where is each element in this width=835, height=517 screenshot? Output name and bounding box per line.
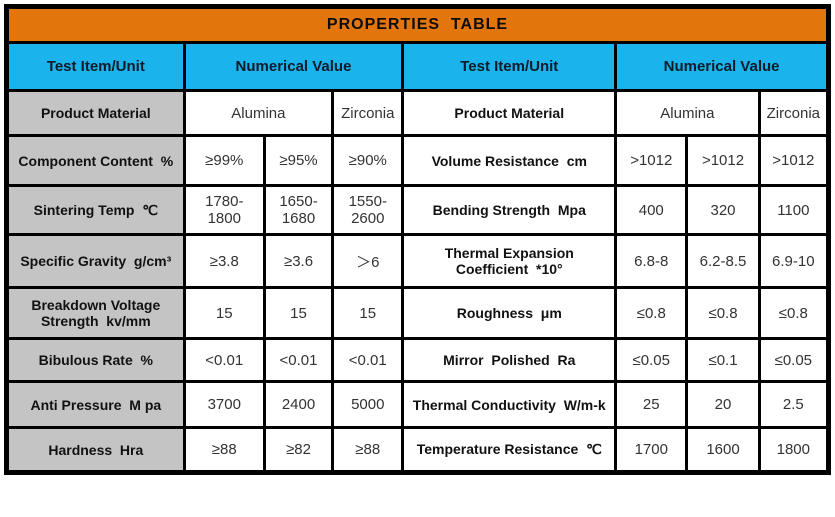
value-cell: <0.01 xyxy=(331,337,405,383)
table-row: Specific Gravity g/cm³ ≥3.8 ≥3.6 ＞6 Ther… xyxy=(5,233,831,289)
value-cell: ≥82 xyxy=(262,426,335,474)
row-label-cell: Temperature Resistance ℃ xyxy=(401,426,618,474)
value-cell: 3700 xyxy=(182,380,266,429)
header-numerical-value-right: Numerical Value xyxy=(614,41,830,92)
value-cell: Zirconia xyxy=(757,89,831,137)
value-cell: 1650-1680 xyxy=(262,184,335,236)
value-cell: <0.01 xyxy=(262,337,335,383)
value-cell: ≥99% xyxy=(182,134,266,187)
table-row: Sintering Temp ℃ 1780-1800 1650-1680 155… xyxy=(5,184,831,236)
row-label-cell: Roughness μm xyxy=(401,286,618,340)
row-label-cell: Thermal Conductivity W/m-k xyxy=(401,380,618,429)
value-cell: 1600 xyxy=(685,426,761,474)
value-cell: 2.5 xyxy=(757,380,831,429)
value-cell: 1780-1800 xyxy=(182,184,266,236)
row-label-cell: Thermal Expansion Coefficient *10° xyxy=(401,233,618,289)
row-label-cell: Volume Resistance cm xyxy=(401,134,618,187)
value-cell: 320 xyxy=(685,184,761,236)
row-label-cell: Product Material xyxy=(401,89,618,137)
value-cell: >1012 xyxy=(685,134,761,187)
value-cell: 1550-2600 xyxy=(331,184,405,236)
value-cell: 6.9-10 xyxy=(757,233,831,289)
table-row: Bibulous Rate % <0.01 <0.01 <0.01 Mirror… xyxy=(5,337,831,383)
row-label-cell: Specific Gravity g/cm³ xyxy=(5,233,186,289)
row-label-cell: Bending Strength Mpa xyxy=(401,184,618,236)
row-label-cell: Product Material xyxy=(5,89,186,137)
value-cell: ≤0.05 xyxy=(757,337,831,383)
value-cell: ≥3.6 xyxy=(262,233,335,289)
row-label-cell: Bibulous Rate % xyxy=(5,337,186,383)
value-cell: 20 xyxy=(685,380,761,429)
value-cell: Alumina xyxy=(614,89,761,137)
value-cell: 2400 xyxy=(262,380,335,429)
title-row: PROPERTIES TABLE xyxy=(5,5,830,44)
header-row: Test Item/Unit Numerical Value Test Item… xyxy=(5,41,830,92)
value-cell: 1100 xyxy=(757,184,831,236)
value-cell: 15 xyxy=(262,286,335,340)
header-test-item-right: Test Item/Unit xyxy=(401,41,618,92)
value-cell: 25 xyxy=(614,380,689,429)
row-label-cell: Sintering Temp ℃ xyxy=(5,184,186,236)
value-cell: ＞6 xyxy=(331,233,405,289)
properties-table: PROPERTIES TABLE Test Item/Unit Numerica… xyxy=(4,4,831,475)
value-cell: 400 xyxy=(614,184,689,236)
value-cell: Alumina xyxy=(182,89,335,137)
value-cell: ≥90% xyxy=(331,134,405,187)
value-cell: 6.2-8.5 xyxy=(685,233,761,289)
value-cell: ≤0.8 xyxy=(757,286,831,340)
value-cell: >1012 xyxy=(614,134,689,187)
row-label-cell: Component Content % xyxy=(5,134,186,187)
value-cell: >1012 xyxy=(757,134,831,187)
row-label-cell: Hardness Hra xyxy=(5,426,186,474)
value-cell: 15 xyxy=(331,286,405,340)
table-title: PROPERTIES TABLE xyxy=(5,5,830,44)
value-cell: ≤0.1 xyxy=(685,337,761,383)
value-cell: 5000 xyxy=(331,380,405,429)
table-row: Anti Pressure M pa 3700 2400 5000 Therma… xyxy=(5,380,831,429)
value-cell: ≤0.05 xyxy=(614,337,689,383)
value-cell: ≥88 xyxy=(331,426,405,474)
value-cell: <0.01 xyxy=(182,337,266,383)
row-label-cell: Anti Pressure M pa xyxy=(5,380,186,429)
header-numerical-value-left: Numerical Value xyxy=(182,41,405,92)
value-cell: 1700 xyxy=(614,426,689,474)
value-cell: ≥88 xyxy=(182,426,266,474)
value-cell: 1800 xyxy=(757,426,831,474)
value-cell: Zirconia xyxy=(331,89,405,137)
table-row: Breakdown Voltage Strength kv/mm 15 15 1… xyxy=(5,286,831,340)
value-cell: ≥3.8 xyxy=(182,233,266,289)
table-row: Hardness Hra ≥88 ≥82 ≥88 Temperature Res… xyxy=(5,426,831,474)
table-row: Product Material Alumina Zirconia Produc… xyxy=(5,89,831,137)
value-cell: ≤0.8 xyxy=(614,286,689,340)
value-cell: 6.8-8 xyxy=(614,233,689,289)
row-label-cell: Breakdown Voltage Strength kv/mm xyxy=(5,286,186,340)
row-label-cell: Mirror Polished Ra xyxy=(401,337,618,383)
value-cell: ≤0.8 xyxy=(685,286,761,340)
value-cell: 15 xyxy=(182,286,266,340)
value-cell: ≥95% xyxy=(262,134,335,187)
header-test-item-left: Test Item/Unit xyxy=(5,41,186,92)
page: PROPERTIES TABLE Test Item/Unit Numerica… xyxy=(4,4,831,475)
table-row: Component Content % ≥99% ≥95% ≥90% Volum… xyxy=(5,134,831,187)
